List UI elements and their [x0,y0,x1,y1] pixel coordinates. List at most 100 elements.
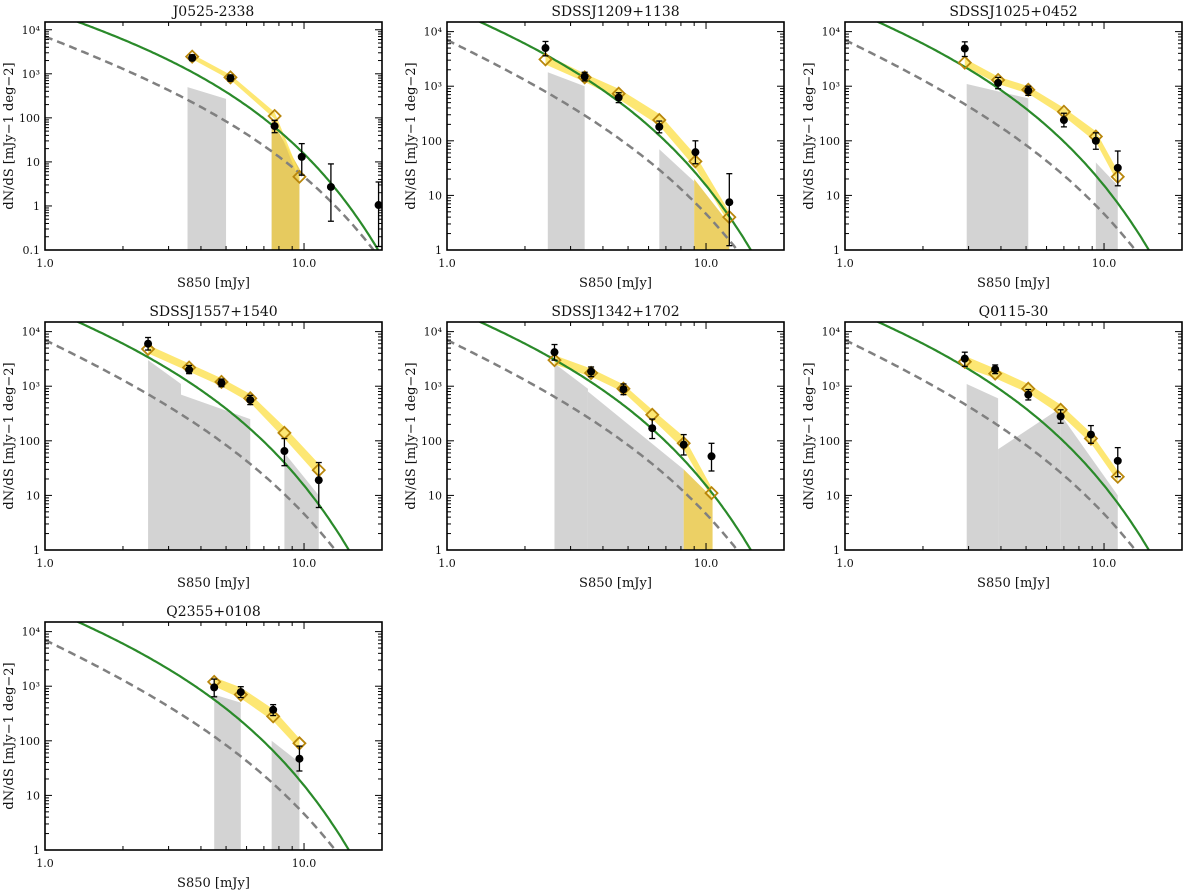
y-tick-label: 1 [435,244,442,257]
y-tick-label: 10 [26,489,40,502]
data-point [691,148,700,157]
reference-model-curve [45,35,376,250]
diamond-marker [688,154,703,169]
yellow-region [271,119,300,250]
data-point [1059,116,1068,125]
y-axis-label: dN/dS [mJy−1 deg−2] [802,62,817,209]
data-point [210,683,219,692]
diamond-marker [265,709,281,724]
diamond-marker [233,687,249,702]
y-tick-label: 0.1 [23,244,41,257]
data-point [326,182,335,191]
gray-region [187,87,227,250]
y-tick-label: 10⁴ [22,24,41,37]
diamond-marker [214,374,229,390]
x-axis-label: S850 [mJy] [579,576,652,591]
axes-frame [44,321,383,551]
data-point [587,367,596,376]
diamond-marker [577,70,592,85]
x-tick-label: 10.0 [1092,257,1117,270]
data-point [246,395,255,404]
y-tick-label: 1 [33,200,40,213]
y-tick-label: 100 [19,735,40,748]
data-point [374,201,382,210]
panel-title: SDSSJ1557+1540 [149,304,277,320]
data-point [270,122,279,131]
y-tick-label: 10⁴ [822,326,841,339]
data-point [314,476,323,485]
panel-3: 1.0 10.0 1 10 100 10³ 10⁴ SDSSJ1025+0452 S850 [m… [802,4,1183,291]
data-point [1091,136,1100,145]
diamond-marker [140,341,156,357]
x-axis-label: S850 [mJy] [977,576,1050,591]
diamond-marker [957,354,973,370]
data-point [280,447,289,456]
plot-area [45,322,351,550]
y-tick-label: 1 [833,544,840,557]
panel-title: Q0115-30 [979,304,1049,320]
data-point [295,754,304,763]
y-axis-label: dN/dS [mJy−1 deg−2] [802,362,817,509]
plot-area [447,322,753,550]
y-tick-label: 10⁴ [424,326,443,339]
axes-frame [844,321,1183,551]
fit-model-curve [75,622,351,850]
panel-5: 1.0 10.0 1 10 100 10³ 10⁴ SDSSJ1342+1702 S850 [m… [404,304,785,591]
y-axis-label: dN/dS [mJy−1 deg−2] [404,362,419,509]
fit-model-curve [477,22,753,250]
y-tick-label: 10 [26,789,40,802]
gray-region [284,452,319,550]
axes-frame [44,21,383,251]
data-point [550,348,559,357]
panel-2: 1.0 10.0 1 10 100 10³ 10⁴ SDSSJ1209+1138 S850 [m… [404,4,785,291]
x-tick-label: 10.0 [694,557,719,570]
data-point [960,354,969,363]
reference-model-curve [45,638,337,850]
data-point [236,688,245,697]
diamond-marker [957,55,973,70]
fit-model-curve [875,22,1151,250]
plot-area [45,22,382,250]
diamond-marker [1083,431,1099,446]
yellow-region [694,178,730,250]
y-tick-label: 10³ [22,680,40,693]
data-point [1113,456,1122,465]
y-tick-label: 10 [428,189,442,202]
x-tick-label: 10.0 [694,257,719,270]
data-point [226,74,235,83]
data-point [1024,86,1033,95]
gray-region [148,360,182,550]
plot-area [447,22,753,250]
x-tick-label: 1.0 [836,257,854,270]
fit-model-curve [875,322,1151,550]
x-tick-label: 1.0 [438,257,456,270]
y-tick-label: 100 [421,435,442,448]
data-point [614,93,623,102]
x-tick-label: 1.0 [836,557,854,570]
fit-model-curve [75,322,351,550]
data-point [707,452,716,461]
data-point [1024,390,1033,399]
y-tick-label: 10 [26,156,40,169]
panel-title: SDSSJ1025+0452 [949,4,1077,20]
panel-title: Q2355+0108 [166,604,260,620]
data-point [185,365,194,374]
diamond-marker [1110,469,1126,484]
panel-6: 1.0 10.0 1 10 100 10³ 10⁴ Q0115-30 S850 [mJy] dN/… [802,304,1183,591]
yellow-band [964,58,1118,183]
gray-region [214,694,241,850]
data-point [619,385,628,394]
gray-region [181,394,251,550]
data-point [144,339,153,348]
x-tick-label: 1.0 [36,257,54,270]
x-tick-label: 10.0 [1092,557,1117,570]
y-tick-label: 100 [421,135,442,148]
diamond-marker [223,70,238,85]
y-tick-label: 10³ [22,68,40,81]
data-point [655,122,664,131]
yellow-region [683,469,713,550]
axes-frame [844,21,1183,251]
y-tick-label: 10³ [424,80,442,93]
y-tick-label: 10³ [822,80,840,93]
